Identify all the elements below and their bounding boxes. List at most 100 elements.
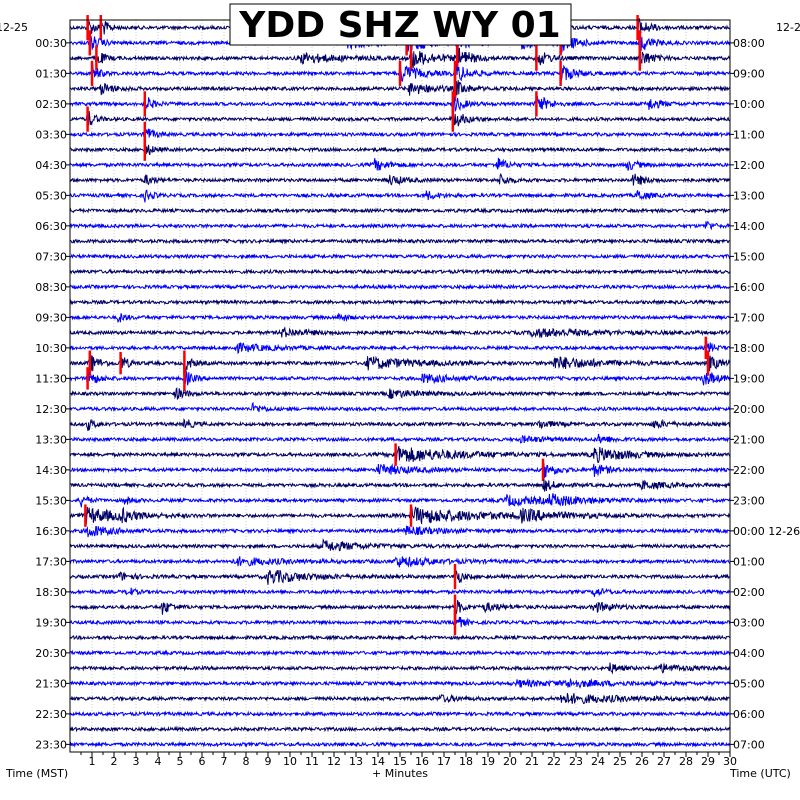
x-tick-label-16: 16 [415, 755, 429, 768]
right-tick-label-22: 06:00 [733, 708, 765, 721]
right-tick-label-16: 00:00 12-26 [733, 525, 800, 538]
x-tick-label-18: 18 [459, 755, 473, 768]
right-axis-label: Time (UTC) [729, 767, 791, 780]
x-tick-label-7: 7 [221, 755, 228, 768]
right-tick-label-17: 01:00 [733, 555, 765, 568]
trace-line-2 [69, 47, 730, 69]
x-tick-label-22: 22 [547, 755, 561, 768]
minute-gridlines [91, 20, 709, 752]
trace-line-23 [69, 371, 731, 387]
trace-line-13 [69, 220, 731, 231]
trace-line-42 [69, 662, 731, 675]
trace-line-18 [69, 298, 731, 306]
trace-line-12 [69, 207, 731, 215]
left-tick-label-22: 22:30 [35, 708, 67, 721]
trace-line-6 [69, 110, 731, 127]
right-tick-label-7: 15:00 [733, 250, 765, 263]
trace-line-34 [69, 538, 731, 552]
x-tick-label-14: 14 [371, 755, 385, 768]
trace-line-31 [69, 493, 731, 508]
trace-line-27 [69, 433, 731, 444]
right-tick-label-18: 02:00 [733, 586, 765, 599]
left-tick-label-4: 04:30 [35, 159, 67, 172]
right-tick-label-1: 09:00 [733, 67, 765, 80]
right-tick-label-14: 22:00 [733, 464, 765, 477]
chart-title-box: YDD SHZ WY 01 [229, 3, 572, 46]
x-tick-label-23: 23 [569, 755, 583, 768]
left-tick-label-7: 07:30 [35, 250, 67, 263]
right-tick-label-6: 14:00 [733, 220, 765, 233]
trace-line-47 [69, 740, 731, 748]
trace-line-15 [69, 252, 731, 260]
right-tick-label-21: 05:00 [733, 677, 765, 690]
left-tick-label-13: 13:30 [35, 433, 67, 446]
x-tick-label-13: 13 [349, 755, 363, 768]
left-tick-label-21: 21:30 [35, 677, 67, 690]
left-tick-label-18: 18:30 [35, 586, 67, 599]
chart-title: YDD SHZ WY 01 [238, 5, 560, 46]
left-tick-label-0: 00:30 [35, 37, 67, 50]
x-tick-label-17: 17 [437, 755, 451, 768]
trace-line-9 [69, 157, 731, 171]
x-tick-label-27: 27 [657, 755, 671, 768]
trace-line-4 [69, 80, 730, 98]
title-box [229, 3, 572, 46]
trace-line-43 [69, 677, 730, 689]
left-axis-label: Time (MST) [5, 767, 68, 780]
x-tick-label-5: 5 [177, 755, 184, 768]
x-tick-label-12: 12 [327, 755, 341, 768]
trace-line-7 [69, 128, 731, 139]
x-tick-label-19: 19 [481, 755, 495, 768]
trace-line-28 [69, 446, 731, 464]
x-tick-label-29: 29 [701, 755, 715, 768]
left-tick-label-11: 11:30 [35, 372, 67, 385]
trace-line-24 [69, 387, 731, 400]
right-tick-label-20: 04:00 [733, 647, 765, 660]
left-tick-label-17: 17:30 [35, 555, 67, 568]
left-tick-label-19: 19:30 [35, 616, 67, 629]
x-tick-label-8: 8 [243, 755, 250, 768]
trace-line-35 [69, 556, 731, 568]
trace-line-41 [69, 649, 731, 657]
trace-line-38 [69, 599, 731, 617]
trace-line-21 [69, 340, 731, 358]
trace-line-20 [69, 326, 731, 339]
left-tick-label-8: 08:30 [35, 281, 67, 294]
x-tick-label-24: 24 [591, 755, 605, 768]
right-tick-label-4: 12:00 [733, 159, 765, 172]
x-tick-label-26: 26 [635, 755, 649, 768]
trace-line-39 [69, 616, 731, 628]
left-tick-label-12: 12:30 [35, 403, 67, 416]
x-tick-label-9: 9 [265, 755, 272, 768]
left-tick-label-6: 06:30 [35, 220, 67, 233]
trace-line-44 [69, 692, 731, 705]
left-tick-label-20: 20:30 [35, 647, 67, 660]
trace-line-19 [69, 312, 731, 324]
right-tick-label-10: 18:00 [733, 342, 765, 355]
left-tick-label-14: 14:30 [35, 464, 67, 477]
trace-line-29 [69, 460, 731, 479]
right-tick-label-9: 17:00 [733, 311, 765, 324]
x-tick-label-30: 30 [723, 755, 737, 768]
trace-line-36 [69, 570, 731, 585]
x-tick-label-28: 28 [679, 755, 693, 768]
right-tick-label-11: 19:00 [733, 372, 765, 385]
trace-line-25 [69, 401, 731, 413]
x-tick-label-15: 15 [393, 755, 407, 768]
left-tick-label-3: 03:30 [35, 128, 67, 141]
x-tick-label-20: 20 [503, 755, 517, 768]
trace-line-46 [69, 725, 731, 733]
trace-line-8 [69, 144, 731, 158]
left-tick-label-15: 15:30 [35, 494, 67, 507]
left-tick-label-5: 05:30 [35, 189, 67, 202]
x-tick-label-21: 21 [525, 755, 539, 768]
trace-line-11 [69, 189, 731, 203]
trace-line-17 [69, 283, 731, 291]
trace-line-26 [69, 417, 731, 432]
trace-line-45 [70, 710, 731, 718]
trace-line-10 [69, 172, 731, 186]
left-date-label: 12-25 [0, 21, 28, 34]
trace-line-5 [69, 94, 731, 113]
